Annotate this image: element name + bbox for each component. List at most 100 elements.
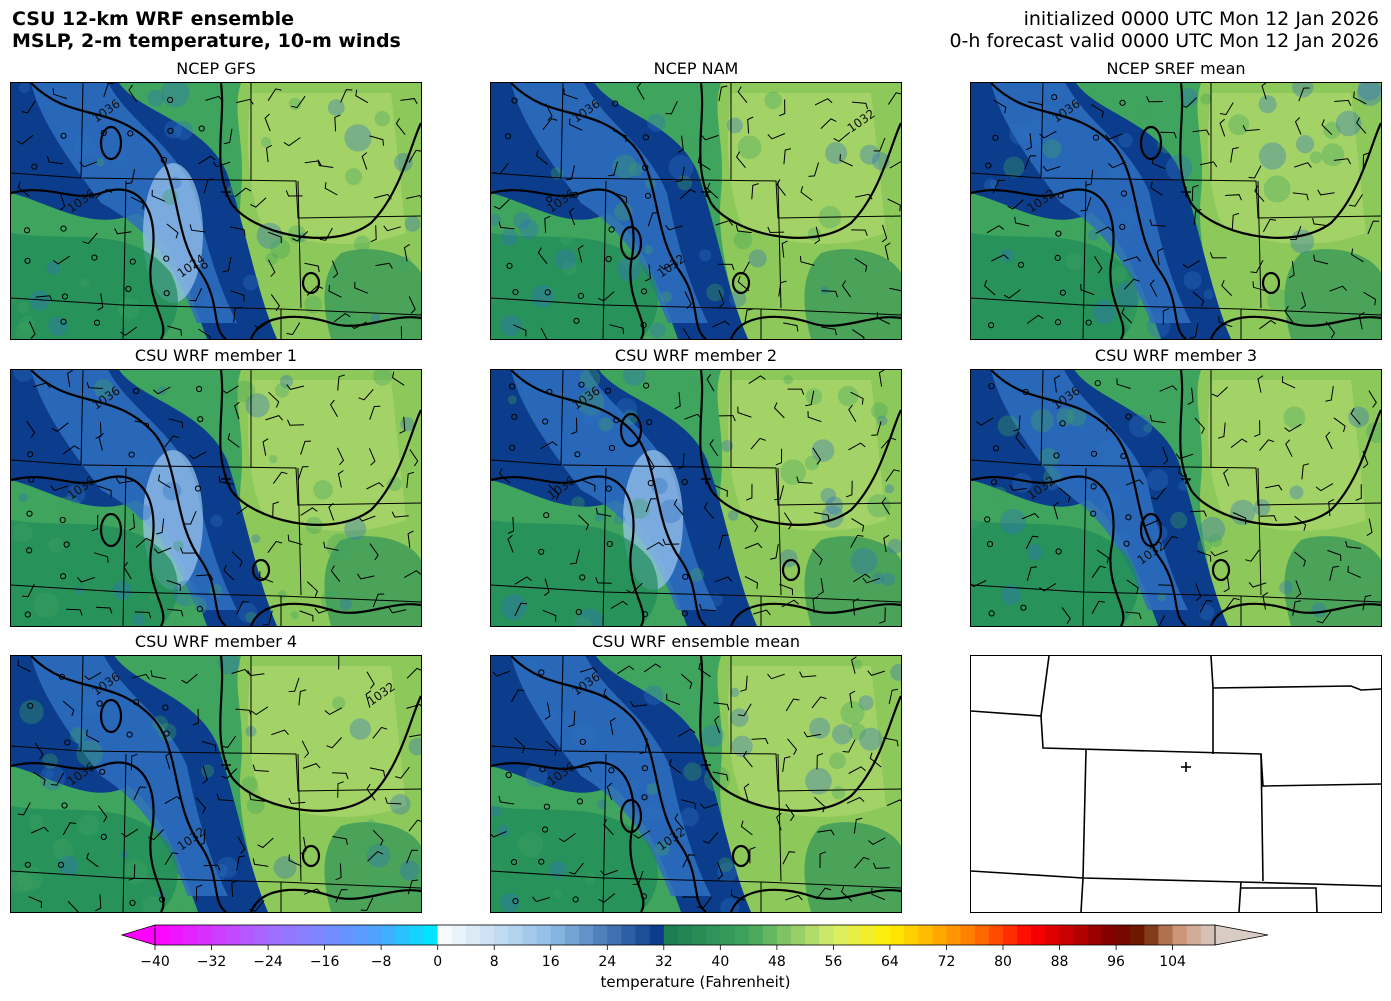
colorbar-segment: [1200, 925, 1216, 945]
title-line-1: CSU 12-km WRF ensemble: [12, 8, 294, 30]
colorbar-tick-label: 48: [767, 954, 786, 970]
colorbar-segment: [904, 925, 919, 945]
colorbar-segment: [762, 925, 778, 945]
colorbar-segment: [239, 925, 255, 945]
colorbar-segment: [748, 925, 764, 945]
colorbar-max-extend: [1214, 924, 1269, 946]
title-line-2: MSLP, 2-m temperature, 10-m winds: [12, 30, 401, 52]
state-boundary-map: [971, 656, 1381, 912]
panel-title: CSU WRF member 4: [134, 632, 298, 651]
panel-title: CSU WRF ensemble mean: [591, 632, 800, 651]
colorbar-segment: [974, 925, 990, 945]
panel-title: CSU WRF member 1: [134, 346, 298, 365]
colorbar-segment: [197, 925, 213, 945]
colorbar-segment: [1087, 925, 1103, 945]
colorbar-segment: [791, 925, 806, 945]
forecast-map-panel: 1036 1032: [970, 82, 1382, 340]
colorbar-segment: [437, 925, 453, 945]
colorbar-segment: [579, 925, 594, 945]
colorbar-segment: [564, 925, 580, 945]
forecast-map-panel: 1036 1036 1032: [490, 655, 902, 913]
colorbar-segment: [282, 925, 297, 945]
colorbar-tick-label: −8: [370, 954, 392, 970]
colorbar-segment: [169, 925, 184, 945]
colorbar-tick-label: 72: [937, 954, 956, 970]
panel-title: CSU WRF member 2: [614, 346, 778, 365]
colorbar-segment: [946, 925, 962, 945]
temperature-colorbar: [120, 924, 1269, 950]
colorbar-segment: [932, 925, 948, 945]
colorbar-tick-label: 80: [994, 954, 1012, 970]
init-time: initialized 0000 UTC Mon 12 Jan 2026: [1023, 8, 1379, 30]
colorbar-segment: [352, 925, 368, 945]
colorbar-tick-label: 16: [541, 954, 560, 970]
colorbar-segment: [423, 925, 439, 945]
colorbar-segment: [1031, 925, 1046, 945]
colorbar-segment: [465, 925, 481, 945]
panel-title: NCEP NAM: [653, 59, 739, 78]
colorbar-tick-label: 56: [824, 954, 843, 970]
colorbar-segment: [1144, 925, 1160, 945]
colorbar-segment: [960, 925, 976, 945]
colorbar-segment: [1130, 925, 1145, 945]
colorbar-segment: [621, 925, 637, 945]
colorbar-segment: [833, 925, 849, 945]
valid-time: 0-h forecast valid 0000 UTC Mon 12 Jan 2…: [949, 30, 1379, 52]
colorbar-segment: [1158, 925, 1174, 945]
colorbar-segment: [324, 925, 340, 945]
colorbar-segment: [296, 925, 312, 945]
colorbar-segment: [663, 925, 679, 945]
colorbar-segment: [211, 925, 227, 945]
colorbar-segment: [1172, 925, 1188, 945]
colorbar-segment: [367, 925, 382, 945]
colorbar-segment: [819, 925, 834, 945]
colorbar-segment: [268, 925, 283, 945]
panel-title: NCEP SREF mean: [1106, 59, 1246, 78]
panel-title: NCEP GFS: [176, 59, 256, 78]
panel-title: CSU WRF member 3: [1094, 346, 1258, 365]
colorbar-segment: [183, 925, 198, 945]
colorbar-segment: [988, 925, 1004, 945]
colorbar-tick-label: 8: [489, 954, 499, 970]
colorbar-tick-label: −40: [140, 954, 170, 970]
colorbar-tick-label: −24: [253, 954, 283, 970]
colorbar-segment: [310, 925, 326, 945]
reference-map-panel: [970, 655, 1382, 913]
colorbar-segment: [1003, 925, 1018, 945]
forecast-map-panel: 1036 1036: [490, 369, 902, 627]
colorbar-segment: [677, 925, 693, 945]
colorbar-segment: [253, 925, 269, 945]
colorbar-segment: [1059, 925, 1075, 945]
colorbar-tick-label: 40: [711, 954, 730, 970]
colorbar-segment: [508, 925, 524, 945]
colorbar-min-extend: [120, 924, 156, 946]
colorbar-segment: [649, 925, 665, 945]
colorbar-tick-label: 32: [654, 954, 673, 970]
colorbar-segment: [550, 925, 566, 945]
colorbar-tick-label: 96: [1107, 954, 1125, 970]
colorbar-tick-label: 104: [1159, 954, 1186, 970]
colorbar-segment: [875, 925, 891, 945]
colorbar-segment: [155, 925, 170, 945]
forecast-map-panel: 1036 1032 1032: [970, 369, 1382, 627]
colorbar-segment: [861, 925, 877, 945]
colorbar-segment: [734, 925, 750, 945]
forecast-map-panel: 1036 1036 1032 1032: [10, 655, 422, 913]
forecast-time-info: initialized 0000 UTC Mon 12 Jan 2026 0-h…: [949, 8, 1379, 52]
colorbar-segment: [522, 925, 538, 945]
colorbar-tick-label: 64: [881, 954, 899, 970]
colorbar-segment: [338, 925, 354, 945]
colorbar-segment: [720, 925, 736, 945]
colorbar-segment: [593, 925, 608, 945]
colorbar-segment: [395, 925, 410, 945]
colorbar-segment: [607, 925, 622, 945]
colorbar-title: temperature (Fahrenheit): [600, 973, 791, 991]
colorbar-segment: [635, 925, 651, 945]
colorbar-segment: [381, 925, 396, 945]
colorbar-segment: [692, 925, 707, 945]
colorbar-segment: [1116, 925, 1131, 945]
